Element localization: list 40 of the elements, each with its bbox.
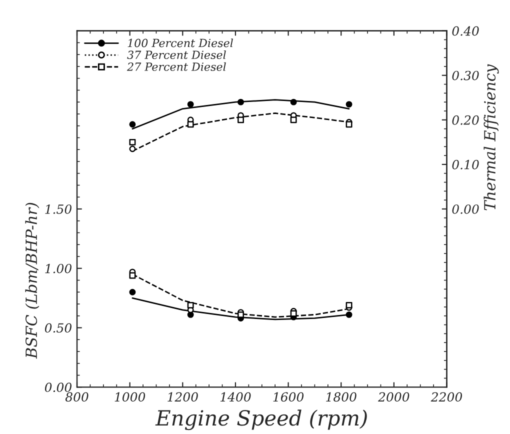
x-tick-label: 1600 (273, 392, 304, 402)
y2-axis-title: Thermal Efficiency (484, 64, 499, 210)
legend-label: 27 Percent Diesel (126, 62, 226, 71)
x-tick-label: 1200 (168, 392, 198, 402)
y2-tick-label: 0.00 (452, 204, 479, 214)
y2-tick-label: 0.40 (452, 26, 479, 36)
point (238, 98, 244, 106)
y-tick-label: 0.00 (44, 382, 72, 392)
point (129, 121, 136, 128)
point (346, 302, 352, 308)
point (129, 146, 136, 152)
x-tick-label: 1000 (114, 392, 146, 402)
point (187, 121, 194, 128)
legend-label: 100 Percent Diesel (128, 38, 233, 48)
x-tick-label: 1800 (326, 392, 356, 402)
y2-tick-label: 0.10 (452, 160, 479, 170)
point (129, 288, 136, 296)
point (187, 101, 194, 108)
point (346, 311, 352, 318)
y-axis-title: BSFC (Lbm/BHP-hr) (25, 202, 40, 359)
x-tick-label: 800 (65, 392, 88, 402)
point (238, 116, 244, 124)
x-tick-label: 2200 (430, 392, 462, 402)
y-tick-label: 1.50 (45, 204, 72, 214)
y-tick-label: 1.00 (45, 264, 72, 274)
y2-tick-label: 0.20 (452, 115, 479, 125)
point (187, 302, 194, 308)
y-tick-label: 0.50 (44, 323, 72, 333)
y2-tick-label: 0.30 (452, 70, 479, 80)
x-tick-label: 2000 (378, 392, 410, 402)
point (290, 310, 297, 317)
x-axis-title: Engine Speed (rpm) (155, 410, 367, 430)
point (346, 121, 352, 128)
point (290, 98, 297, 106)
point (129, 272, 136, 279)
x-tick-label: 1400 (220, 392, 251, 402)
legend-label: 37 Percent Diesel (127, 50, 226, 60)
point (346, 101, 352, 108)
point (290, 116, 297, 124)
point (129, 138, 136, 146)
